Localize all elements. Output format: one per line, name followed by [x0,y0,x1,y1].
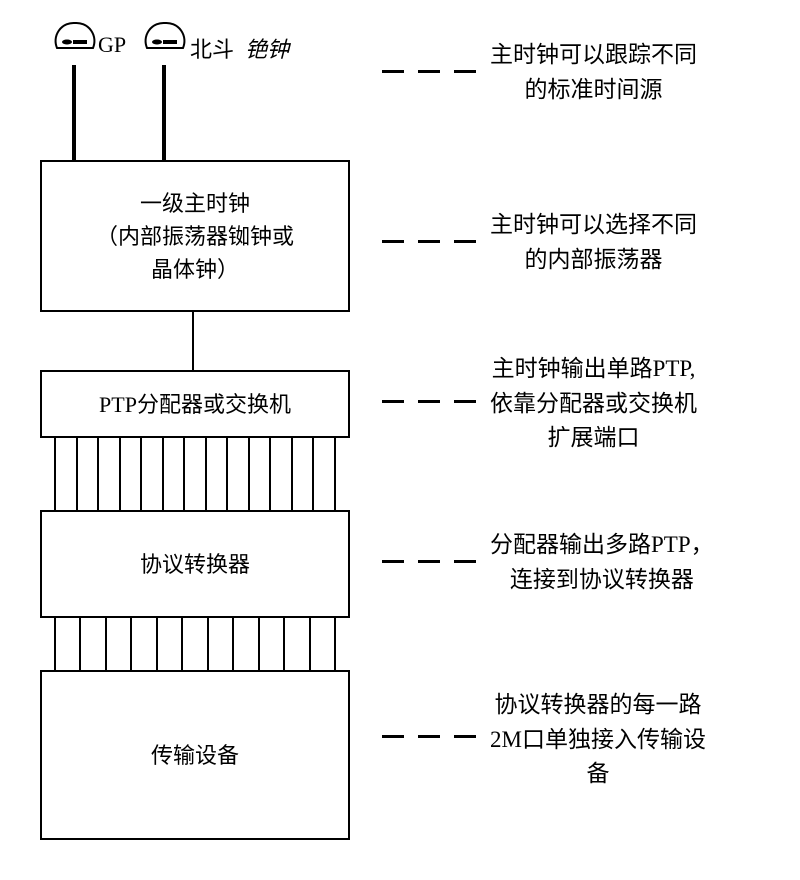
master-line2: （内部振荡器铷钟或 [96,220,294,253]
annotation-3: 主时钟输出单路PTP, 依靠分配器或交换机 扩展端口 [490,352,697,456]
master-clock-box: 一级主时钟 （内部振荡器铷钟或 晶体钟） [40,160,350,312]
connector-master-distributor [192,312,194,370]
distributor-text: PTP分配器或交换机 [99,388,291,421]
dash-5 [382,735,476,738]
dash-1 [382,70,476,73]
gps-antenna-icon [50,20,100,65]
beidou-label: 北斗 [190,32,234,64]
connector-beidou-master [162,65,166,160]
connector-converter-transport [54,618,336,670]
distributor-box: PTP分配器或交换机 [40,370,350,438]
dash-3 [382,400,476,403]
dash-2 [382,240,476,243]
annotation-5: 协议转换器的每一路 2M口单独接入传输设 备 [490,688,706,792]
master-line1: 一级主时钟 [96,187,294,220]
beidou-antenna-icon [140,20,190,65]
transport-box: 传输设备 [40,670,350,840]
annotation-4: 分配器输出多路PTP， 连接到协议转换器 [490,528,714,597]
gps-label: GP [98,32,126,58]
cesium-label: 铯钟 [245,32,289,64]
master-line3: 晶体钟） [96,253,294,286]
annotation-1: 主时钟可以跟踪不同 的标准时间源 [490,38,697,107]
converter-box: 协议转换器 [40,510,350,618]
converter-text: 协议转换器 [140,548,250,581]
timing-system-diagram: GP 北斗 铯钟 一级主时钟 （内部振荡器铷钟或 晶体钟） PTP分配器或交换机… [20,20,780,860]
annotation-2: 主时钟可以选择不同 的内部振荡器 [490,208,697,277]
dash-4 [382,560,476,563]
connector-gps-master [72,65,76,160]
connector-distributor-converter [54,438,336,510]
transport-text: 传输设备 [151,739,239,772]
